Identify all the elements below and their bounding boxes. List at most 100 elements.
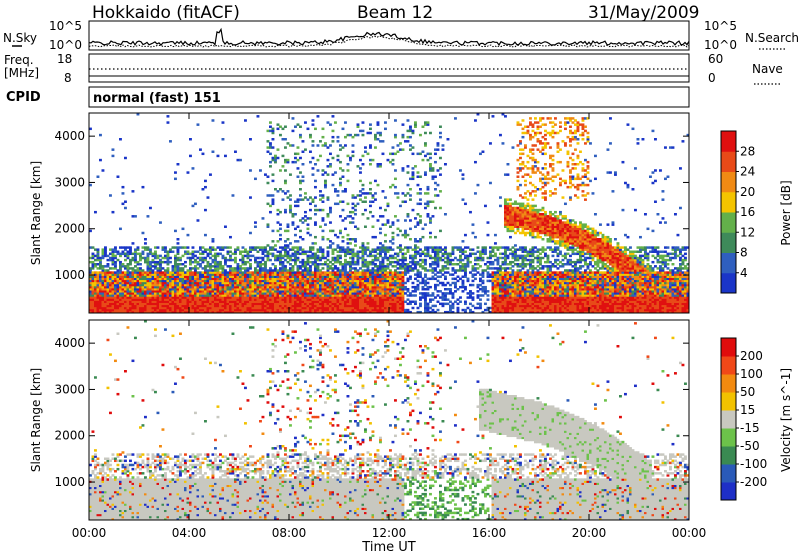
power-cell — [239, 300, 242, 303]
power-cell — [321, 281, 325, 285]
power-cell — [369, 300, 372, 303]
power-cell — [146, 263, 150, 266]
power-cell — [396, 150, 400, 153]
power-cell — [476, 267, 480, 270]
power-cell — [289, 294, 292, 297]
power-cell — [306, 281, 310, 285]
power-cell — [394, 298, 397, 301]
power-cell — [401, 302, 405, 306]
power-cell — [311, 310, 315, 313]
power-cell — [286, 296, 290, 299]
power-cell — [506, 163, 510, 166]
power-cell — [166, 283, 170, 287]
power-cell — [156, 256, 160, 260]
power-cell — [244, 277, 247, 281]
power-cell — [254, 256, 257, 260]
power-cell — [89, 306, 92, 310]
power-cell — [279, 290, 282, 293]
power-cell — [311, 242, 315, 245]
power-cell — [509, 277, 512, 281]
power-cell — [211, 294, 215, 297]
power-cell — [386, 294, 390, 297]
power-cell — [181, 246, 185, 249]
power-cell — [116, 290, 120, 293]
power-cell — [339, 277, 342, 281]
power-cell — [316, 263, 320, 266]
power-cell — [316, 306, 320, 310]
power-cell — [341, 300, 345, 303]
power-cell — [399, 308, 402, 312]
power-cell — [229, 254, 232, 258]
power-cell — [389, 302, 392, 306]
power-cell — [166, 269, 170, 272]
power-cell — [139, 271, 142, 274]
power-cell — [359, 294, 362, 297]
power-cell — [331, 304, 335, 308]
power-cell — [214, 263, 217, 266]
power-cell — [349, 279, 352, 283]
power-cell — [354, 298, 357, 301]
power-cell — [286, 294, 290, 297]
power-cell — [429, 221, 432, 224]
power-cell — [171, 246, 175, 249]
power-cell — [96, 273, 100, 276]
power-cell — [274, 271, 277, 274]
power-cell — [219, 271, 222, 274]
power-cell — [146, 279, 150, 283]
power-cell — [356, 294, 360, 297]
power-cell — [251, 304, 255, 308]
power-cell — [314, 273, 317, 276]
power-cell — [301, 163, 305, 166]
power-cell — [296, 290, 300, 293]
power-cell — [249, 294, 252, 297]
power-cell — [351, 267, 355, 270]
power-cell — [344, 135, 347, 139]
power-cell — [219, 296, 222, 299]
power-cell — [281, 290, 285, 293]
power-cell — [404, 292, 407, 295]
power-cell — [299, 188, 302, 191]
power-cell — [396, 298, 400, 301]
power-cell — [504, 279, 507, 283]
power-cell — [281, 265, 285, 268]
power-cell — [156, 300, 160, 303]
power-cell — [389, 185, 392, 189]
power-cell — [359, 279, 362, 283]
power-cell — [389, 294, 392, 297]
power-cell — [111, 279, 115, 283]
power-cell — [116, 252, 120, 256]
power-cell — [481, 250, 485, 253]
power-cell — [221, 292, 225, 295]
power-cell — [259, 283, 262, 287]
power-cell — [364, 258, 367, 262]
power-cell — [326, 146, 330, 149]
power-cell — [161, 310, 165, 313]
power-cell — [324, 223, 327, 226]
power-cell — [324, 179, 327, 183]
power-cell — [354, 254, 357, 258]
power-cell — [479, 252, 482, 256]
power-cell — [276, 269, 280, 272]
power-cell — [146, 294, 150, 297]
power-cell — [144, 281, 147, 285]
power-cell — [341, 292, 345, 295]
power-cell — [201, 283, 205, 287]
power-cell — [224, 246, 227, 249]
power-cell — [131, 273, 135, 276]
power-cell — [146, 258, 150, 262]
power-cell — [169, 306, 172, 310]
power-cell — [299, 135, 302, 139]
power-cell — [131, 302, 135, 306]
power-cell — [101, 288, 105, 291]
power-cell — [336, 273, 340, 276]
power-cell — [144, 288, 147, 291]
power-cell — [314, 252, 317, 256]
power-cell — [194, 202, 197, 206]
power-cell — [89, 288, 92, 291]
power-cell — [491, 271, 495, 274]
cpid-panel: CPID normal (fast) 151 — [6, 86, 690, 108]
power-cell — [426, 202, 430, 206]
power-cell — [251, 290, 255, 293]
power-cell — [234, 250, 237, 253]
power-cell — [499, 246, 502, 249]
